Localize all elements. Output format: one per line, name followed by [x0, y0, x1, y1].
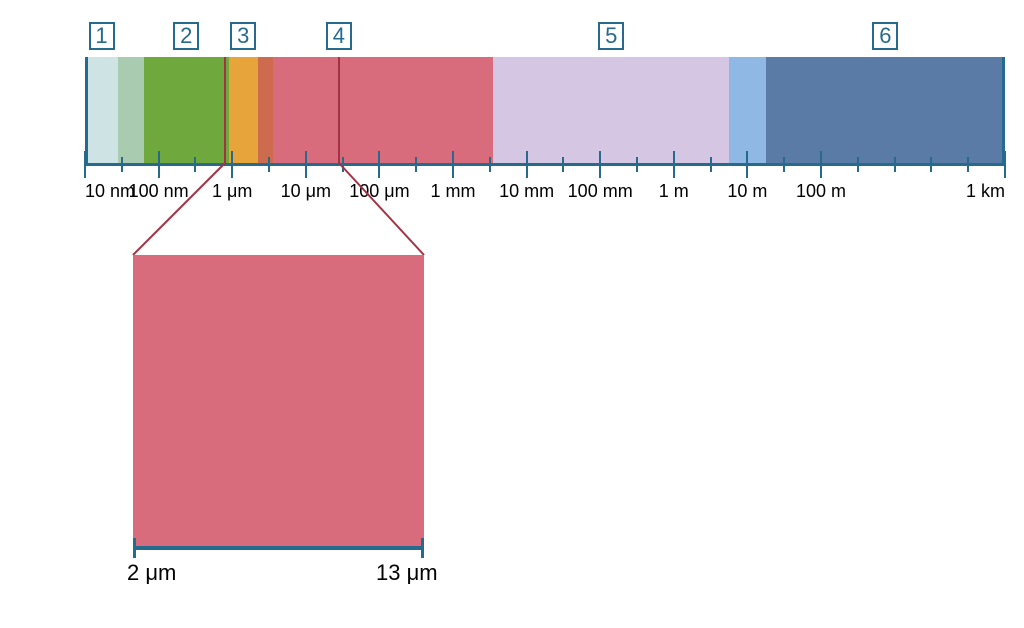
- seg-3b: [258, 57, 273, 163]
- axis-line: [85, 163, 1005, 166]
- tick-label: 1 μm: [192, 181, 272, 202]
- seg-1b: [118, 57, 144, 163]
- seg-6: [766, 57, 1005, 163]
- tick: [857, 157, 859, 172]
- tick: [930, 157, 932, 172]
- tick-label: 10 μm: [266, 181, 346, 202]
- tick: [194, 157, 196, 172]
- tick-label: 10 m: [707, 181, 787, 202]
- marker-2: 2: [173, 22, 199, 50]
- seg-4: [273, 57, 494, 163]
- marker-4: 4: [326, 22, 352, 50]
- marker-3: 3: [230, 22, 256, 50]
- marker-6: 6: [872, 22, 898, 50]
- tick: [158, 151, 160, 178]
- tick-label: 1 m: [634, 181, 714, 202]
- tick: [894, 157, 896, 172]
- tick-label: 1 km: [966, 181, 1005, 202]
- zoom-box: [133, 255, 424, 546]
- tick: [305, 151, 307, 178]
- seg-5: [493, 57, 729, 163]
- seg-5b: [729, 57, 766, 163]
- marker-5: 5: [598, 22, 624, 50]
- tick: [562, 157, 564, 172]
- tick: [710, 157, 712, 172]
- tick: [967, 157, 969, 172]
- tick: [526, 151, 528, 178]
- tick: [636, 157, 638, 172]
- tick-label: 100 μm: [339, 181, 419, 202]
- tick-label: 100 mm: [560, 181, 640, 202]
- tick: [268, 157, 270, 172]
- seg-1: [85, 57, 118, 163]
- scale-bar: [85, 57, 1005, 163]
- tick: [378, 151, 380, 178]
- tick: [489, 157, 491, 172]
- tick: [121, 157, 123, 172]
- tick: [452, 151, 454, 178]
- tick: [820, 151, 822, 178]
- marker-1: 1: [89, 22, 115, 50]
- tick: [599, 151, 601, 178]
- tick: [415, 157, 417, 172]
- zoom-label-right: 13 μm: [376, 560, 438, 586]
- seg-2: [144, 57, 229, 163]
- seg-3: [229, 57, 258, 163]
- tick: [783, 157, 785, 172]
- zoom-base-line: [133, 546, 424, 550]
- tick: [746, 151, 748, 178]
- tick: [342, 157, 344, 172]
- tick-label: 100 nm: [119, 181, 199, 202]
- tick-label: 1 mm: [413, 181, 493, 202]
- tick: [1004, 151, 1006, 178]
- tick: [673, 151, 675, 178]
- tick: [84, 151, 86, 178]
- tick: [231, 151, 233, 178]
- tick-label: 10 mm: [487, 181, 567, 202]
- tick-label: 100 m: [781, 181, 861, 202]
- zoom-label-left: 2 μm: [127, 560, 176, 586]
